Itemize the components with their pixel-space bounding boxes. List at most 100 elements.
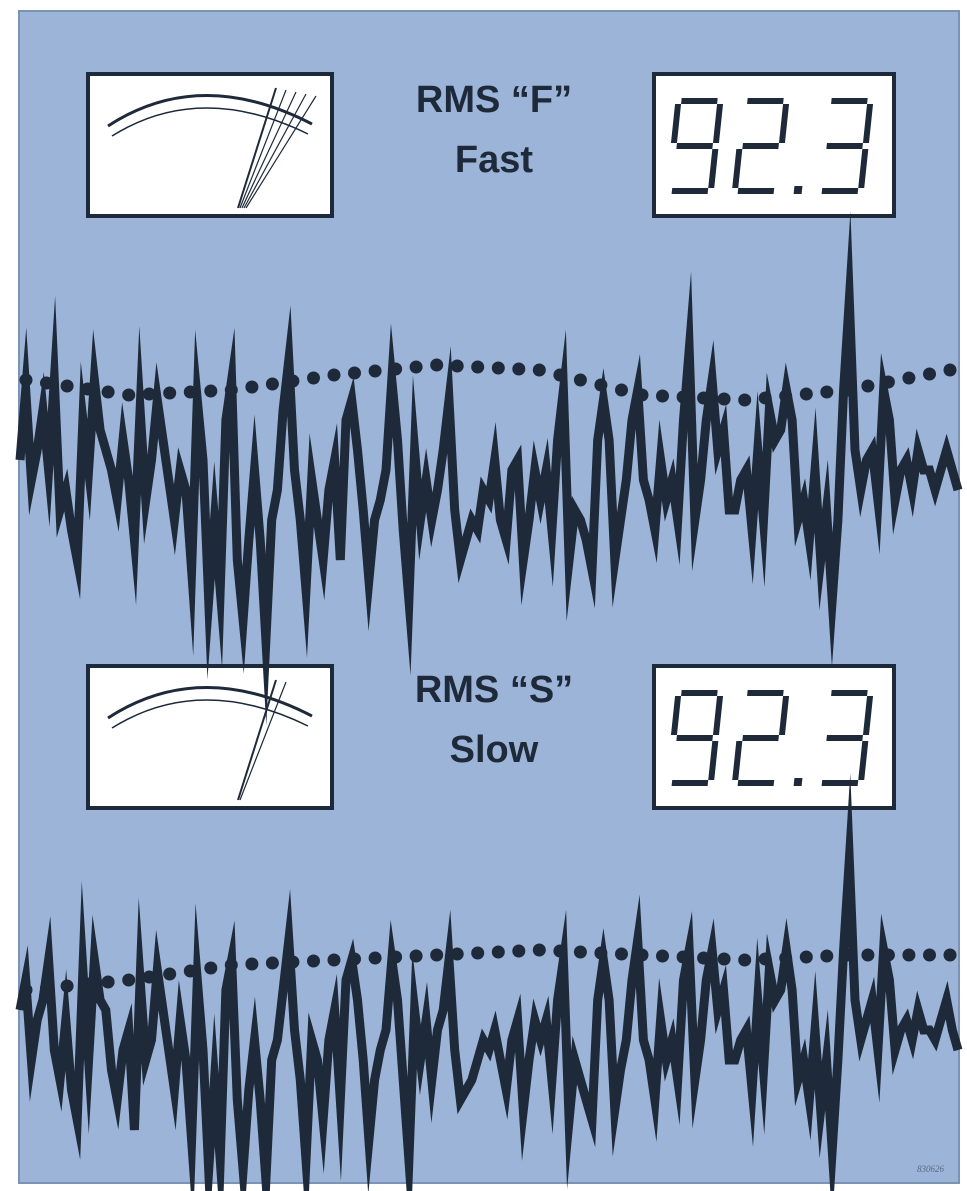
average-dot — [224, 958, 238, 972]
average-dot — [758, 952, 772, 966]
average-dot — [532, 363, 546, 377]
digit-segment — [671, 188, 709, 194]
average-dot — [840, 948, 854, 962]
digit-segment — [681, 98, 718, 104]
meter-scale-arc — [107, 94, 313, 128]
average-dot — [840, 383, 854, 397]
digit-segment — [821, 188, 859, 194]
average-dot — [943, 363, 957, 377]
decimal-point — [793, 186, 803, 194]
meter-needle — [239, 681, 287, 801]
mode-label-fast: RMS “F” Fast — [364, 70, 624, 190]
average-dot — [81, 977, 95, 991]
average-dot — [368, 951, 382, 965]
average-level-dotted-line-slow — [19, 943, 957, 997]
digit-segment — [826, 143, 863, 149]
digit-segment — [778, 104, 790, 143]
average-dot — [348, 366, 361, 380]
average-dot — [142, 970, 156, 984]
average-dot — [163, 967, 177, 981]
average-dot — [799, 387, 813, 401]
average-dot — [245, 957, 259, 971]
average-dot — [430, 358, 444, 372]
waveform-trace — [15, 211, 963, 726]
digit-segment — [862, 696, 874, 735]
average-dot — [594, 946, 608, 960]
digit-segment — [712, 696, 724, 735]
average-dot — [430, 948, 444, 962]
average-dot — [409, 360, 423, 374]
digit-segment — [708, 741, 719, 780]
digit-segment — [858, 741, 869, 780]
digit-segment — [676, 143, 713, 149]
average-dot — [717, 952, 731, 966]
meter-dial-slow — [107, 679, 313, 801]
digit-segment — [742, 143, 779, 149]
average-dot — [923, 367, 936, 381]
average-dot — [656, 949, 669, 963]
waveform-trace — [15, 773, 963, 1191]
average-dot — [635, 948, 649, 962]
digit-segment — [831, 690, 868, 696]
waveform-fast — [15, 211, 963, 726]
average-dot — [327, 368, 341, 382]
average-dot — [368, 364, 382, 378]
average-dot — [19, 373, 33, 387]
digit-segment — [742, 735, 779, 741]
average-dot — [615, 947, 628, 961]
average-dot — [820, 385, 834, 399]
average-dot — [820, 949, 834, 963]
average-dot — [60, 379, 74, 393]
digital-reading-slow — [670, 690, 874, 786]
digital-display-slow — [652, 664, 896, 810]
meter-needle — [239, 89, 287, 209]
meter-needle — [245, 95, 317, 209]
digit-segment — [862, 104, 874, 143]
average-dot — [573, 373, 587, 387]
digital-display-fast — [652, 72, 896, 218]
mode-label-slow: RMS “S” Slow — [364, 660, 624, 780]
average-dot — [656, 389, 669, 403]
decimal-point — [793, 778, 803, 786]
digit-segment — [821, 780, 859, 786]
average-dot — [183, 964, 197, 978]
mode-label-fast-line1: RMS “F” — [415, 79, 573, 121]
digit-segment — [737, 188, 775, 194]
average-dot — [122, 973, 136, 987]
meter-needles-fast — [237, 87, 317, 209]
average-dot — [881, 948, 895, 962]
meter-needles-slow — [237, 679, 287, 801]
average-dot — [450, 359, 464, 373]
average-dot — [881, 375, 895, 389]
average-dot — [471, 946, 485, 960]
digit-segment — [708, 149, 719, 188]
average-dot — [389, 950, 403, 964]
mode-label-fast-line2: Fast — [454, 139, 534, 181]
average-dot — [204, 961, 218, 975]
average-dot — [758, 391, 772, 405]
digit-segment — [681, 690, 718, 696]
figure-code: 830626 — [917, 1164, 944, 1174]
average-dot — [409, 949, 423, 963]
digit-segment — [826, 735, 863, 741]
illustration-panel: RMS “F” Fast RMS “S” Slow 830626 — [18, 10, 960, 1184]
average-dot — [676, 950, 690, 964]
average-dot — [60, 979, 74, 993]
digit-segment — [732, 149, 743, 188]
meter-needle — [243, 93, 307, 209]
average-dot — [635, 388, 649, 402]
digit-segment — [712, 104, 724, 143]
digit-segment — [831, 98, 868, 104]
average-dot — [183, 385, 197, 399]
average-dot — [471, 360, 485, 374]
digit-segment — [747, 98, 784, 104]
meter-dial-fast — [107, 87, 317, 209]
average-dot — [286, 955, 300, 969]
meter-needle — [237, 679, 277, 801]
mode-label-slow-line2: Slow — [449, 729, 539, 771]
average-dot — [204, 384, 218, 398]
average-dot — [245, 380, 259, 394]
average-dot — [779, 951, 793, 965]
digit-segment — [676, 735, 713, 741]
